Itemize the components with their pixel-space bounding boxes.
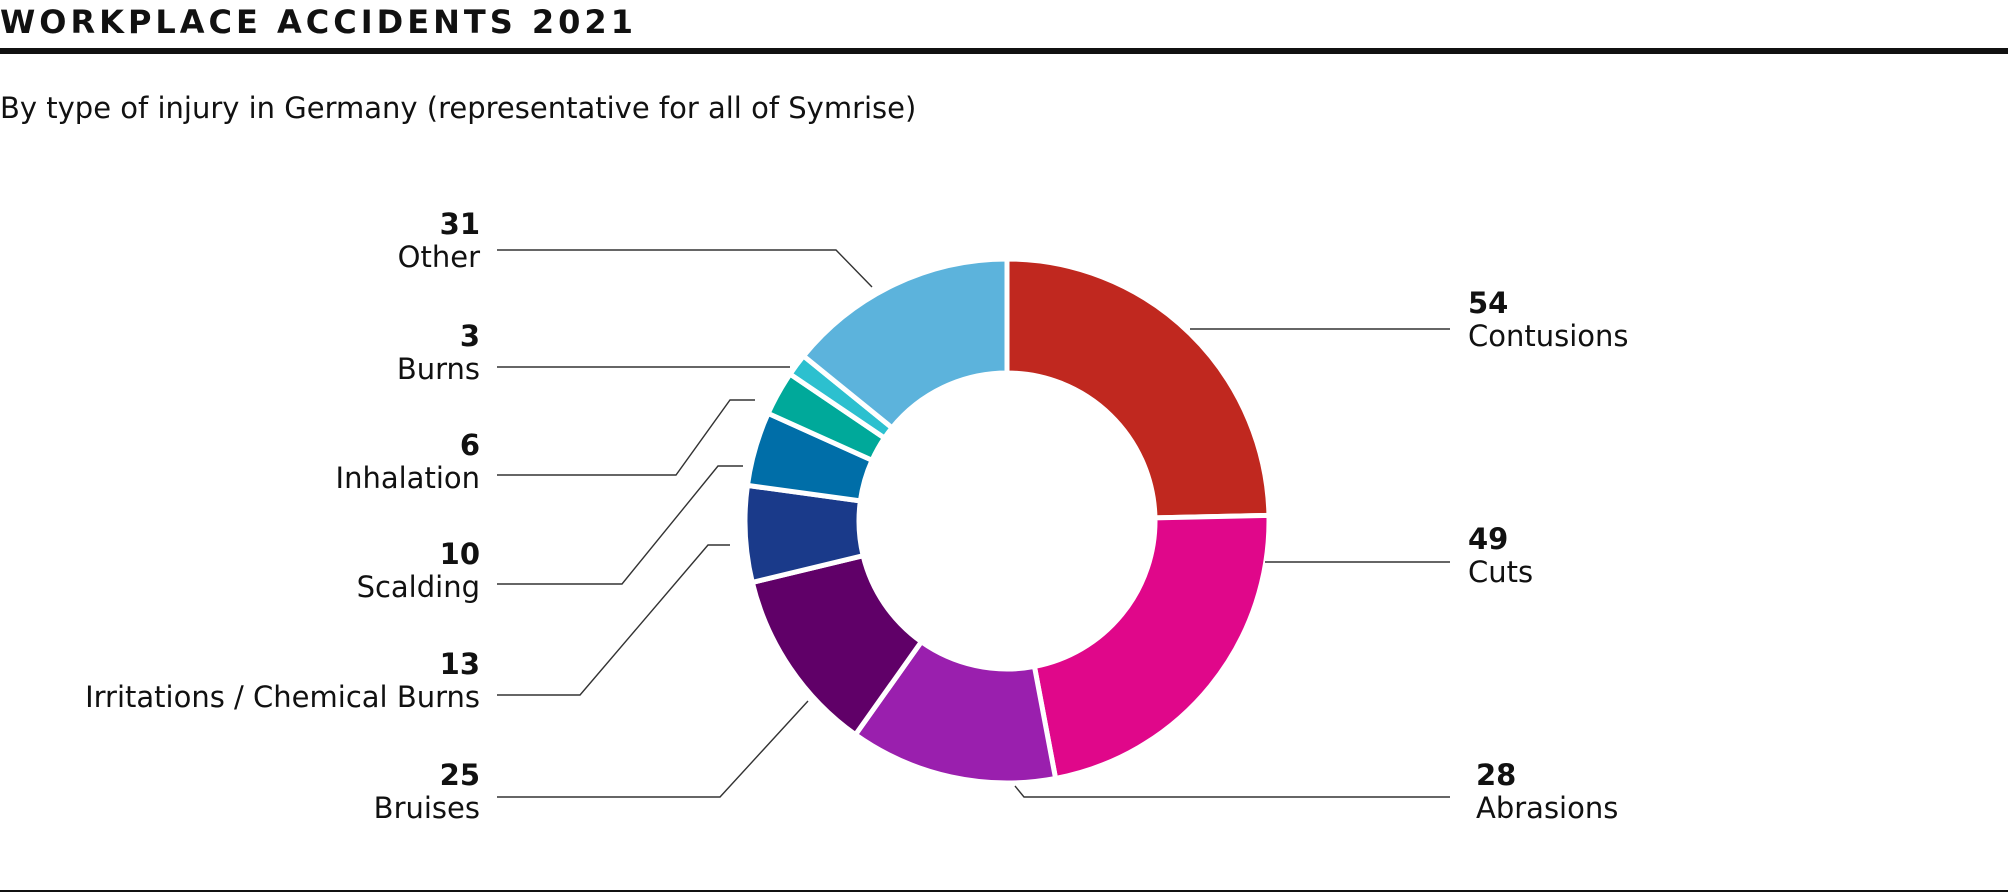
value-label-burns: 3	[460, 319, 480, 353]
value-label-irritations-chemical-burns: 13	[440, 647, 480, 681]
leader-line-bruises	[497, 700, 809, 798]
category-label-cuts: Cuts	[1468, 555, 1533, 589]
value-label-scalding: 10	[440, 537, 480, 571]
leader-line-scalding	[497, 465, 743, 585]
category-label-scalding: Scalding	[357, 570, 480, 604]
leader-line-inhalation	[497, 399, 755, 476]
value-label-inhalation: 6	[460, 428, 480, 462]
value-label-contusions: 54	[1468, 286, 1508, 320]
value-label-abrasions: 28	[1476, 758, 1516, 792]
category-label-inhalation: Inhalation	[336, 461, 480, 495]
bottom-rule	[0, 890, 2008, 892]
leader-line-other	[497, 249, 873, 288]
category-label-other: Other	[398, 240, 480, 274]
category-label-burns: Burns	[397, 352, 480, 386]
category-label-irritations-chemical-burns: Irritations / Chemical Burns	[85, 680, 480, 714]
category-label-contusions: Contusions	[1468, 319, 1629, 353]
donut-slices	[742, 256, 1272, 786]
slice-contusions	[1004, 256, 1272, 521]
value-label-bruises: 25	[440, 758, 480, 792]
category-label-bruises: Bruises	[374, 791, 480, 825]
value-label-cuts: 49	[1468, 522, 1508, 556]
slice-cuts	[1031, 512, 1272, 781]
slice-other	[801, 256, 1010, 431]
title-rule	[0, 48, 2008, 54]
category-label-abrasions: Abrasions	[1476, 791, 1618, 825]
chart-title: WORKPLACE ACCIDENTS 2021	[0, 3, 637, 41]
chart-subtitle: By type of injury in Germany (representa…	[0, 91, 917, 125]
leader-lines	[497, 249, 1450, 798]
value-label-other: 31	[440, 207, 480, 241]
leader-line-abrasions	[1014, 785, 1450, 798]
leader-line-irritations-chemical-burns	[497, 544, 730, 696]
